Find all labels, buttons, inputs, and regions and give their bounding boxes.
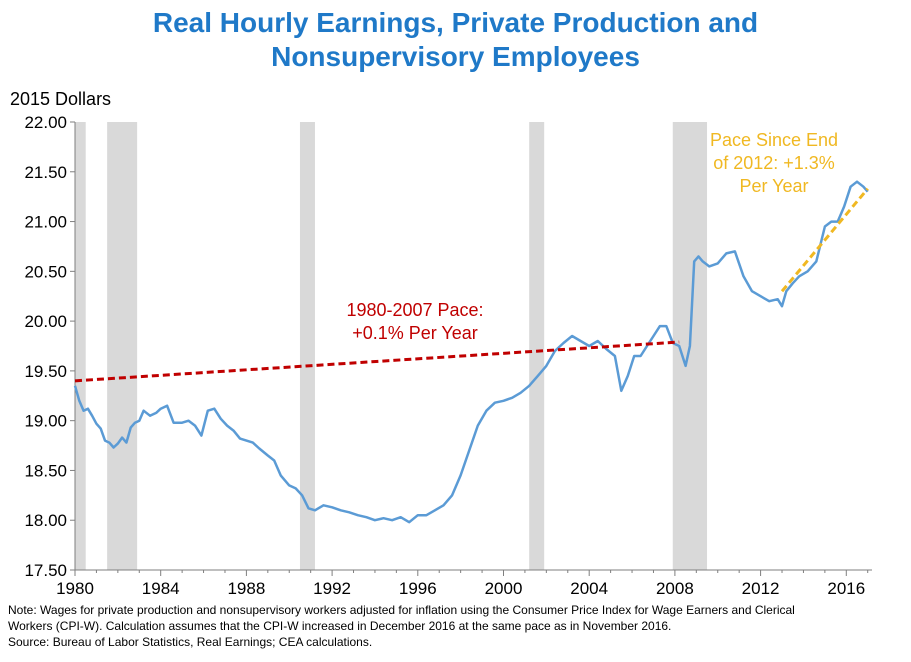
trend-label-2: Pace Since End (710, 130, 838, 150)
y-tick-label: 22.00 (24, 113, 67, 132)
x-tick-label: 1984 (142, 579, 180, 598)
note-line-2: Workers (CPI-W). Calculation assumes tha… (8, 619, 672, 633)
y-tick-label: 21.50 (24, 163, 67, 182)
x-tick-label: 1992 (313, 579, 351, 598)
trend-label-2: Per Year (739, 176, 808, 196)
x-tick-label: 2008 (656, 579, 694, 598)
chart-notes: Note: Wages for private production and n… (8, 602, 908, 650)
trend-line-1 (74, 340, 680, 383)
recession-bar-4 (529, 122, 545, 570)
series-line-1 (73, 180, 869, 524)
y-tick-label: 19.50 (24, 362, 67, 381)
chart-title-line-1: Real Hourly Earnings, Private Production… (152, 7, 759, 38)
trend-line-2 (780, 187, 869, 293)
note-line-3: Source: Bureau of Labor Statistics, Real… (8, 635, 373, 649)
recession-bar-3 (299, 122, 315, 570)
x-tick-label: 2012 (742, 579, 780, 598)
y-tick-label: 17.50 (24, 561, 67, 580)
chart-title: Real Hourly Earnings, Private Production… (0, 6, 911, 74)
axes: 17.50 18.00 18.50 19.00 19.50 20.00 20.50 21.00… (24, 113, 872, 598)
y-axis-label: 2015 Dollars (10, 89, 111, 109)
recession-bar-1 (75, 122, 86, 570)
series-lines (73, 180, 869, 524)
trend-label-2: of 2012: +1.3% (713, 153, 835, 173)
y-tick-label: 18.00 (24, 511, 67, 530)
note-line-1: Note: Wages for private production and n… (8, 603, 795, 617)
trend-label-1: +0.1% Per Year (352, 323, 478, 343)
x-tick-label: 2004 (570, 579, 608, 598)
trend-label-1: 1980-2007 Pace: (346, 300, 483, 320)
x-tick-label: 2016 (827, 579, 865, 598)
y-tick-label: 20.50 (24, 262, 67, 281)
y-tick-label: 19.00 (24, 412, 67, 431)
y-tick-label: 21.00 (24, 213, 67, 232)
trend-lines: 1980-2007 Pace: +0.1% Per Year Pace Since … (74, 130, 869, 383)
recession-shading (75, 122, 708, 570)
x-tick-label: 1980 (56, 579, 94, 598)
y-tick-label: 20.00 (24, 312, 67, 331)
y-tick-label: 18.50 (24, 461, 67, 480)
x-tick-label: 2000 (485, 579, 523, 598)
x-tick-label: 1988 (227, 579, 265, 598)
x-tick-label: 1996 (399, 579, 437, 598)
recession-bar-2 (107, 122, 138, 570)
chart-title-line-2: Nonsupervisory Employees (271, 41, 640, 72)
